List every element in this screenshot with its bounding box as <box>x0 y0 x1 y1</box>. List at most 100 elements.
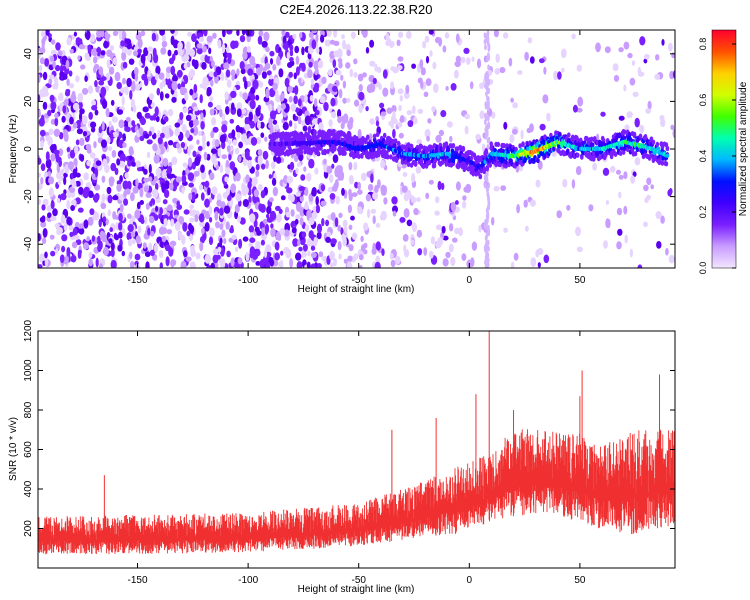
spectrogram-speckle <box>397 65 403 71</box>
spectrogram-speckle <box>171 96 177 103</box>
spectrogram-speckle <box>297 98 302 107</box>
spectrogram-speckle <box>424 128 431 138</box>
spectrogram-speckle <box>318 251 324 258</box>
spectrogram-speckle <box>312 86 319 93</box>
spectrogram-speckle <box>460 56 466 64</box>
spectrogram-speckle <box>577 96 584 107</box>
spectrogram-speckle <box>282 122 289 131</box>
spectrogram-speckle <box>175 142 181 149</box>
spectrogram-speckle <box>330 238 337 245</box>
spectrogram-speckle <box>440 110 447 118</box>
spectrogram-speckle <box>290 103 297 112</box>
spectrogram-speckle <box>100 202 107 210</box>
spectrogram-speckle <box>595 42 601 53</box>
spectrogram-speckle <box>360 235 364 242</box>
spectrogram-speckle <box>330 97 336 107</box>
spectrogram-speckle <box>320 200 327 207</box>
spectrogram-speckle <box>204 54 209 63</box>
spectrogram-speckle <box>170 65 176 76</box>
spectrogram-speckle <box>430 236 435 245</box>
spectrogram-speckle <box>661 39 665 46</box>
spectrogram-speckle <box>131 120 136 127</box>
spectrogram-speckle <box>560 48 567 59</box>
spectrogram-speckle <box>411 222 417 233</box>
spectrogram-speckle <box>241 187 248 197</box>
spectrogram-speckle <box>428 30 434 35</box>
spectrogram-speckle <box>235 193 242 202</box>
spectrogram-speckle <box>340 74 344 81</box>
spectrogram-speckle <box>121 51 127 61</box>
spectrogram-speckle <box>483 38 487 45</box>
spectrogram-speckle <box>647 100 652 110</box>
spectrogram-speckle <box>74 145 79 155</box>
spectrogram-speckle <box>516 204 520 214</box>
spectrogram-ridge-cell <box>343 150 347 156</box>
spectrogram-speckle <box>124 38 132 44</box>
spectrogram-speckle <box>270 227 276 238</box>
spectrogram-speckle <box>495 53 500 63</box>
spectrogram-speckle <box>289 161 295 171</box>
spectrogram-speckle <box>88 111 93 120</box>
spectrogram-speckle <box>162 208 167 215</box>
spectrogram-speckle <box>77 55 81 61</box>
spectrogram-ridge-cell <box>461 146 466 152</box>
spectrogram-speckle <box>102 99 108 109</box>
spectrogram-speckle <box>127 239 133 247</box>
spectrogram-speckle <box>181 174 187 183</box>
spectrogram-speckle <box>52 60 56 69</box>
spectrogram-speckle <box>50 200 55 209</box>
spectrogram-speckle <box>112 57 118 66</box>
spectrogram-speckle <box>63 223 68 231</box>
spectrogram-speckle <box>234 147 240 155</box>
snr-y-axis: 200 400 600 800 1000 1200 <box>23 319 675 537</box>
spectrogram-speckle <box>133 50 139 57</box>
spectrogram-speckle <box>178 231 183 240</box>
spectrogram-speckle <box>245 174 250 184</box>
spectrogram-speckle <box>535 179 541 188</box>
spectrogram-speckle <box>659 115 665 121</box>
spectrogram-speckle <box>416 139 423 145</box>
spectrogram-speckle <box>68 225 74 231</box>
spectrogram-speckle <box>450 256 456 267</box>
spectrogram-speckle <box>261 71 267 79</box>
spectrogram-speckle <box>167 204 173 212</box>
spectrogram-speckle <box>618 174 624 180</box>
spectrogram-speckle <box>158 226 165 235</box>
spectrogram-speckle <box>101 121 105 131</box>
spectrogram-speckle <box>149 249 155 256</box>
spectrogram-speckle <box>163 218 168 227</box>
spectrogram-speckle <box>79 154 85 162</box>
spectrogram-speckle <box>191 191 196 202</box>
spectrogram-speckle <box>124 188 131 195</box>
spectrogram-speckle <box>83 186 90 193</box>
spectrogram-speckle <box>212 32 217 39</box>
spectrogram-speckle <box>308 158 315 169</box>
spectrogram-speckle <box>289 44 294 52</box>
spectrogram-speckle <box>260 239 265 246</box>
spectrogram-ridge-cell <box>519 155 523 161</box>
spectrogram-speckle <box>221 258 226 268</box>
spectrogram-speckle <box>204 254 211 264</box>
spectrogram-speckle <box>200 164 205 173</box>
spectrogram-speckle <box>314 167 319 175</box>
spectrogram-speckle <box>228 52 232 61</box>
spectrogram-speckle <box>41 204 46 211</box>
spectrogram-speckle <box>392 210 397 217</box>
spectrogram-speckle <box>106 136 111 144</box>
spectrogram-speckle <box>269 58 274 65</box>
spectrogram-speckle <box>42 237 47 245</box>
spectrogram-speckle <box>176 200 180 207</box>
spectrogram-ridge-cell <box>584 135 589 142</box>
spectrogram-speckle <box>123 119 129 128</box>
spectrogram-ridge-cell <box>441 146 446 152</box>
spectrogram-speckle <box>47 212 52 219</box>
spectrogram-speckle <box>357 208 364 215</box>
spectrogram-ridge-cell <box>406 161 411 167</box>
spectrogram-speckle <box>236 30 240 36</box>
spectrogram-speckle <box>656 241 662 249</box>
spectrogram-speckle <box>406 110 413 116</box>
spectrogram-speckle <box>95 160 102 166</box>
spectrogram-ridge-cell <box>307 135 311 141</box>
spectrogram-speckle <box>222 192 228 199</box>
spectrogram-speckle <box>108 120 112 128</box>
